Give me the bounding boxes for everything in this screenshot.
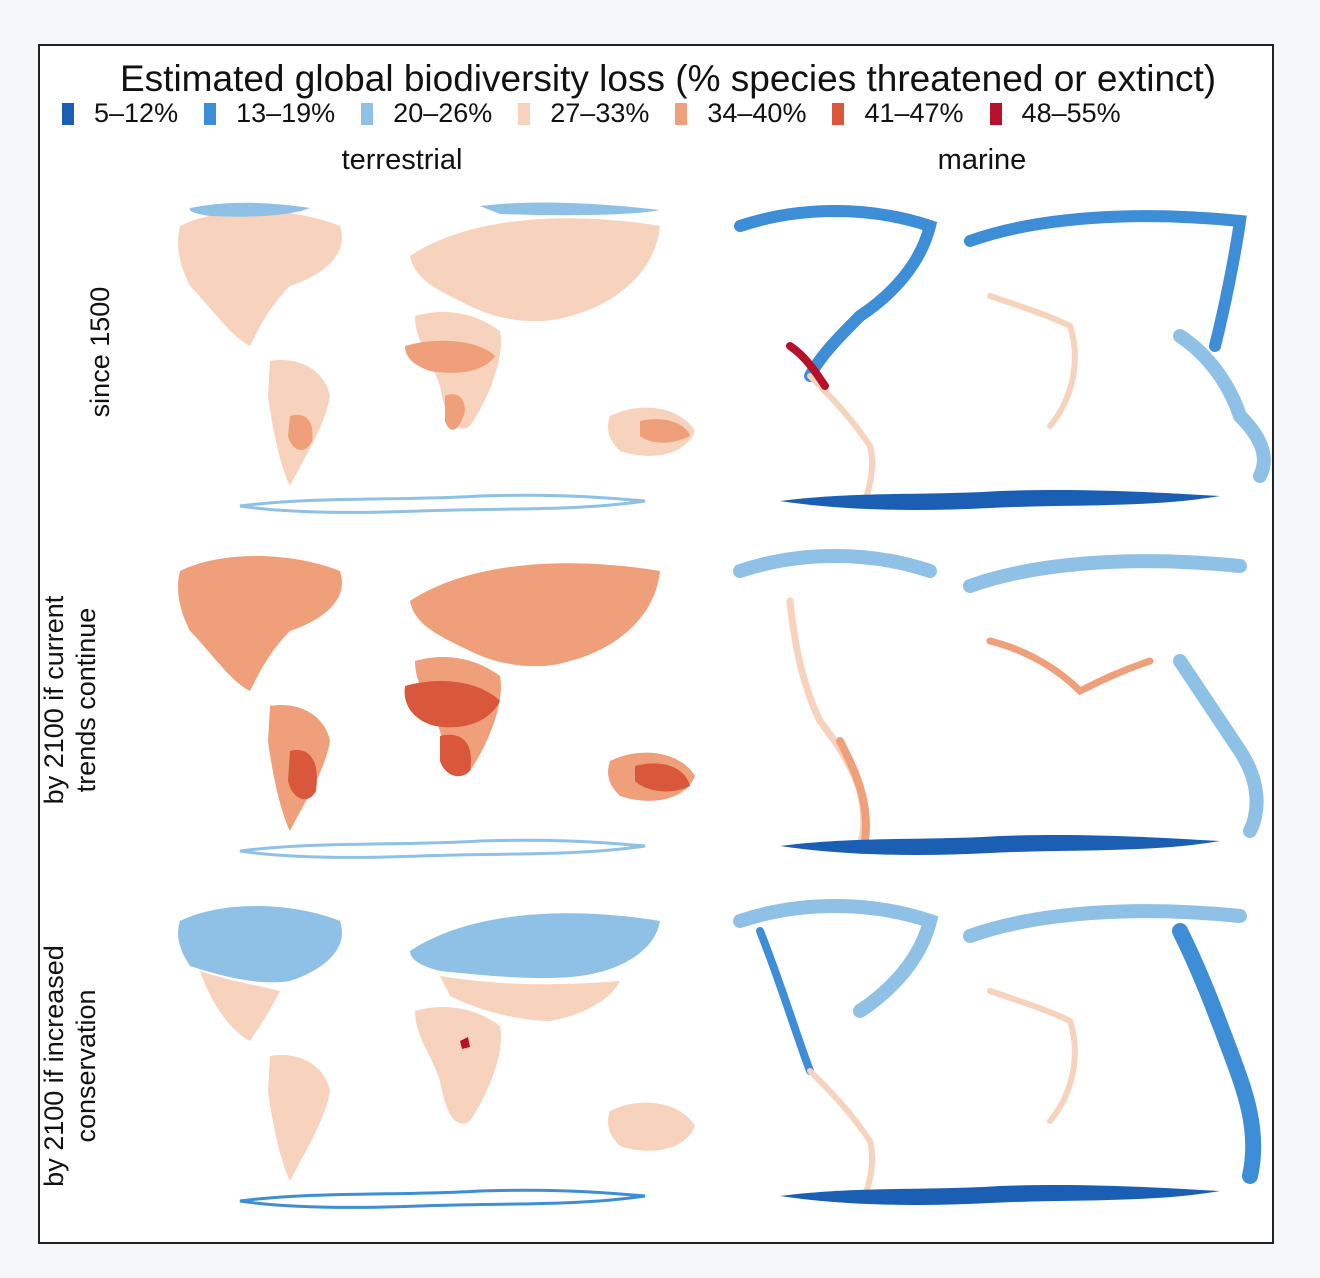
column-title-terrestrial: terrestrial: [341, 144, 463, 176]
legend-item: 41–47%: [832, 98, 964, 129]
coastal-shelves: [734, 205, 1271, 504]
legend: 5–12% 13–19% 20–26% 27–33% 34–40% 41–47%…: [62, 98, 1147, 129]
figure-title: Estimated global biodiversity loss (% sp…: [120, 58, 1217, 99]
hotspots: [288, 681, 690, 800]
legend-item: 13–19%: [204, 98, 335, 129]
figure-frame: Estimated global biodiversity loss (% sp…: [38, 44, 1274, 1244]
antarctica: [780, 1184, 1220, 1205]
map-terrestrial-2100-trends: [140, 541, 700, 871]
row-label-text: conservation: [71, 989, 101, 1143]
legend-swatch: [361, 102, 374, 125]
row-label-current-trends: by 2100 if current trends continue: [38, 540, 102, 860]
legend-item: 34–40%: [675, 98, 806, 129]
row-label-increased-conservation: by 2100 if increased conservation: [38, 906, 102, 1226]
row-label-text: by 2100 if increased: [39, 945, 69, 1187]
hotspot: [460, 1037, 470, 1049]
legend-label: 48–55%: [1021, 98, 1121, 128]
row-label-since-1500: since 1500: [84, 222, 116, 482]
landmass-south: [200, 971, 695, 1181]
legend-label: 5–12%: [94, 98, 179, 128]
legend-label: 41–47%: [864, 98, 964, 128]
map-marine-since-1500: [720, 196, 1280, 526]
arctic-islands: [189, 202, 660, 217]
legend-item: 48–55%: [989, 98, 1121, 129]
legend-label: 34–40%: [707, 98, 807, 128]
legend-label: 20–26%: [393, 98, 493, 128]
map-marine-2100-trends: [720, 541, 1280, 871]
coastal-shelves: [733, 549, 1264, 850]
antarctica: [780, 489, 1220, 510]
legend-swatch: [518, 102, 531, 125]
column-title-marine: marine: [937, 144, 1027, 176]
coastal-shelves: [733, 899, 1262, 1199]
row-label-text: by 2100 if current: [39, 595, 69, 805]
legend-swatch: [675, 102, 688, 125]
legend-item: 20–26%: [361, 98, 492, 129]
antarctica: [239, 838, 646, 859]
antarctica: [780, 834, 1220, 855]
map-terrestrial-2100-conservation: [140, 891, 700, 1221]
legend-item: 5–12%: [62, 98, 178, 129]
antarctica: [239, 493, 646, 514]
legend-swatch: [62, 102, 74, 125]
legend-swatch: [204, 102, 217, 125]
legend-swatch: [989, 102, 1002, 125]
legend-item: 27–33%: [518, 98, 649, 129]
legend-label: 13–19%: [236, 98, 336, 128]
row-label-text: since 1500: [85, 286, 115, 418]
legend-label: 27–33%: [550, 98, 650, 128]
map-marine-2100-conservation: [720, 891, 1280, 1221]
legend-swatch: [832, 102, 845, 125]
landmass: [178, 556, 695, 831]
landmass-north: [178, 906, 660, 983]
row-label-text: trends continue: [71, 607, 101, 793]
antarctica: [239, 1188, 646, 1209]
hotspots: [288, 340, 690, 451]
map-terrestrial-since-1500: [140, 196, 700, 526]
